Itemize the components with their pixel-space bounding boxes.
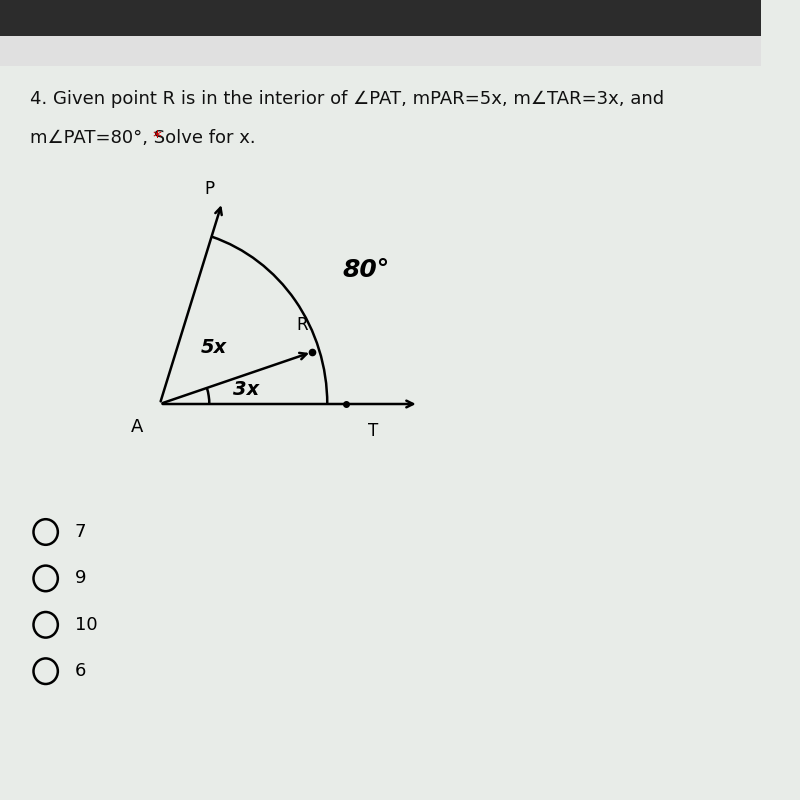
Text: P: P [205,180,214,198]
Text: T: T [368,422,378,440]
Text: 5x: 5x [201,338,226,357]
Text: A: A [130,418,143,437]
Text: 10: 10 [74,616,98,634]
Text: ≡ Ancie x: ≡ Ancie x [152,14,202,22]
Text: ≡ Activit x: ≡ Activit x [464,14,518,22]
Text: 7: 7 [74,523,86,541]
Bar [0,36,761,66]
Text: R: R [297,317,308,334]
Text: 6: 6 [74,662,86,680]
Text: *: * [153,129,162,147]
Text: m∠PAT=80°, Solve for x.: m∠PAT=80°, Solve for x. [30,129,262,147]
Text: 4. Given point R is in the interior of ∠PAT, mPAR=5x, m∠TAR=3x, and: 4. Given point R is in the interior of ∠… [30,90,665,109]
Text: ▣ Classc x: ▣ Classc x [358,14,412,22]
Text: 80°: 80° [343,258,390,282]
Text: QLSfA9ZNh6CdP9Xstm0tYl4r8mHboMmoxcqKMLFvQUBqJkQog2w/viewform?hr_submiss: QLSfA9ZNh6CdP9Xstm0tYl4r8mHboMmoxcqKMLFv… [4,46,412,56]
Bar [0,0,761,36]
Text: ✓ Desm x: ✓ Desm x [54,14,103,22]
Text: G: G [586,14,593,22]
Text: x: x [0,14,8,22]
Text: 3x: 3x [233,380,259,399]
Text: 9: 9 [74,570,86,587]
Text: ▣ 4th pt x: ▣ 4th pt x [251,14,304,22]
